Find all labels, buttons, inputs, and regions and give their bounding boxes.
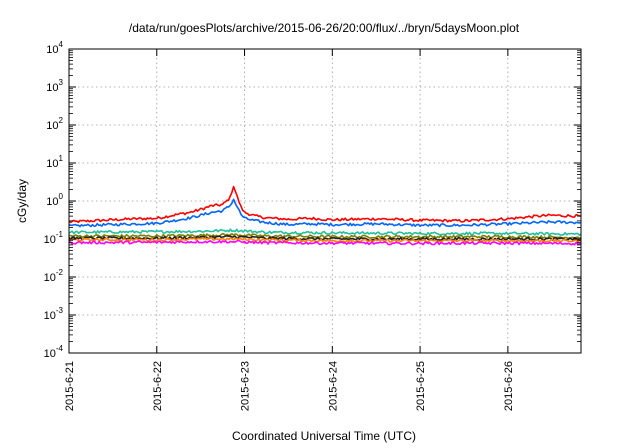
y-tick-label: 10-2 (44, 268, 64, 284)
series-line-2 (68, 198, 582, 228)
x-tick-label: 2015-6-26 (503, 361, 515, 411)
y-axis-label: cGy/day (15, 179, 29, 223)
series-line-6 (68, 236, 582, 243)
axis-ticks (68, 48, 581, 354)
y-tick-label: 104 (46, 40, 63, 56)
x-axis-label: Coordinated Universal Time (UTC) (232, 429, 416, 443)
chart-title: /data/run/goesPlots/archive/2015-06-26/2… (129, 21, 520, 35)
x-tick-label: 2015-6-22 (152, 361, 164, 411)
series-line-7 (68, 239, 582, 246)
y-tick-label: 10-4 (44, 344, 64, 360)
y-tick-label: 103 (46, 78, 63, 94)
x-tick-label: 2015-6-25 (415, 361, 427, 411)
y-tick-label: 101 (46, 154, 63, 170)
x-tick-label: 2015-6-21 (64, 361, 76, 411)
y-tick-label: 102 (46, 116, 63, 132)
y-tick-label: 100 (46, 192, 63, 208)
series-line-4 (68, 232, 582, 240)
x-tick-label: 2015-6-23 (240, 361, 252, 411)
x-tick-labels: 2015-6-21 2015-6-22 2015-6-23 2015-6-24 2015… (64, 361, 515, 411)
series-line-1 (68, 185, 582, 224)
series-line-3 (68, 228, 582, 236)
x-tick-label: 2015-6-24 (327, 361, 339, 411)
series-layer (68, 185, 582, 246)
y-tick-labels: 10-4 10-3 10-2 10-1 100 101 102 103 104 (44, 40, 64, 360)
y-tick-label: 10-1 (44, 230, 64, 246)
y-tick-label: 10-3 (44, 306, 64, 322)
grid (69, 49, 581, 353)
